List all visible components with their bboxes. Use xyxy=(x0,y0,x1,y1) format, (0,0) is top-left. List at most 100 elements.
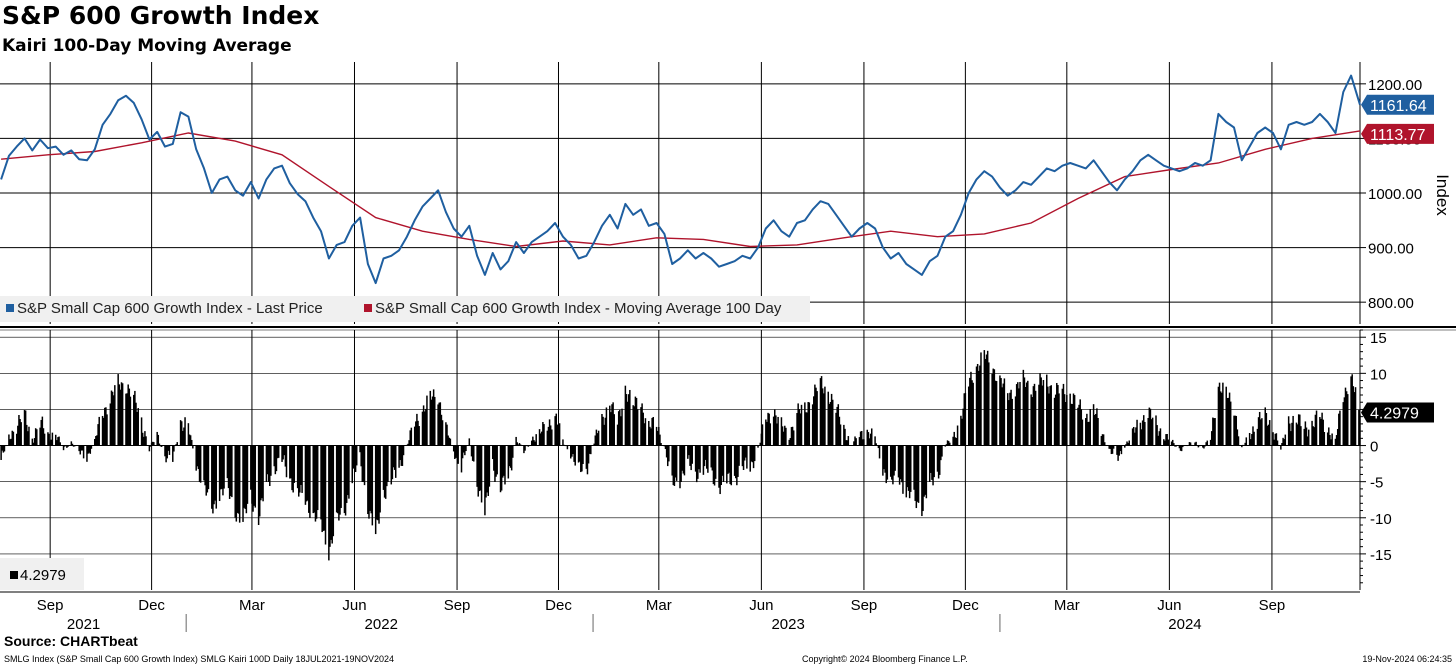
kairi-bar xyxy=(305,445,308,502)
x-tick-label-month: Sep xyxy=(444,597,471,614)
kairi-bar xyxy=(251,445,253,504)
legend-kairi-swatch xyxy=(10,571,18,579)
kairi-bar xyxy=(298,445,300,497)
kairi-bar xyxy=(374,445,377,535)
kairi-bar xyxy=(335,445,338,513)
kairi-bar xyxy=(199,445,202,483)
kairi-bar xyxy=(165,445,167,463)
kairi-bar xyxy=(1135,427,1137,446)
kairi-bar xyxy=(1144,421,1146,446)
kairi-bar xyxy=(1048,393,1050,446)
kairi-bar xyxy=(1204,445,1206,447)
kairi-bar xyxy=(1,445,3,451)
kairi-bar xyxy=(741,445,744,467)
kairi-bar xyxy=(503,445,505,476)
kairi-bar xyxy=(125,393,127,446)
kairi-bar xyxy=(625,394,628,446)
kairi-bar xyxy=(1303,428,1306,446)
kairi-bar xyxy=(1256,428,1259,446)
kairi-bar xyxy=(823,393,825,446)
kairi-bar xyxy=(391,445,394,480)
kairi-bar xyxy=(66,445,68,448)
kairi-bar xyxy=(1321,412,1323,446)
y-tick-label-kairi: -10 xyxy=(1370,511,1392,528)
kairi-bar xyxy=(127,384,129,446)
kairi-bar xyxy=(71,443,74,446)
kairi-bar xyxy=(845,440,847,446)
kairi-bar xyxy=(431,396,434,446)
kairi-bar xyxy=(1047,386,1049,446)
kairi-bar xyxy=(835,412,837,446)
kairi-bar xyxy=(144,431,146,446)
kairi-bar xyxy=(86,445,88,462)
kairi-bars xyxy=(0,350,1361,561)
kairi-bar xyxy=(407,443,409,446)
kairi-bar xyxy=(164,445,166,457)
kairi-bar xyxy=(863,439,865,446)
kairi-bar xyxy=(1097,417,1099,446)
kairi-bar xyxy=(281,445,283,462)
kairi-bar xyxy=(1171,439,1174,446)
kairi-bar xyxy=(387,445,389,482)
kairi-bar xyxy=(1244,442,1246,446)
kairi-bar xyxy=(760,433,763,446)
kairi-bar xyxy=(714,445,717,479)
kairi-bar xyxy=(737,445,739,477)
kairi-bar xyxy=(565,445,568,447)
kairi-bar xyxy=(995,381,998,446)
kairi-bar xyxy=(941,445,943,457)
kairi-bar xyxy=(800,404,803,446)
kairi-bar xyxy=(1314,414,1317,446)
kairi-bar xyxy=(491,445,494,460)
kairi-bar xyxy=(679,445,681,489)
kairi-bar xyxy=(117,374,119,446)
kairi-bar xyxy=(410,427,413,446)
kairi-bar xyxy=(656,430,659,446)
kairi-bar xyxy=(1126,441,1128,446)
kairi-bar xyxy=(332,445,335,537)
kairi-bar xyxy=(1024,387,1027,446)
kairi-bar xyxy=(289,445,291,479)
kairi-bar xyxy=(1284,434,1287,446)
kairi-bar xyxy=(12,431,15,446)
kairi-bar xyxy=(399,445,401,461)
kairi-bar xyxy=(969,377,971,446)
kairi-bar xyxy=(422,405,425,446)
kairi-bar xyxy=(292,445,294,493)
kairi-bar xyxy=(1217,386,1220,446)
kairi-bar xyxy=(706,445,708,469)
kairi-bar xyxy=(893,445,895,476)
kairi-bar xyxy=(120,382,123,446)
kairi-bar xyxy=(1112,445,1115,449)
kairi-bar xyxy=(90,445,93,449)
kairi-bar xyxy=(1134,432,1136,446)
kairi-bar xyxy=(1132,426,1135,446)
kairi-bar xyxy=(3,445,6,452)
kairi-bar xyxy=(382,445,385,490)
kairi-bar xyxy=(1243,445,1245,446)
kairi-bar xyxy=(956,425,959,446)
kairi-bar xyxy=(134,390,136,446)
kairi-bar xyxy=(266,445,269,475)
kairi-bar xyxy=(1221,392,1223,446)
kairi-bar xyxy=(1236,429,1239,446)
kairi-bar xyxy=(1000,378,1002,446)
kairi-bar xyxy=(557,428,560,446)
kairi-bar xyxy=(566,445,569,450)
kairi-bar xyxy=(273,445,275,467)
kairi-bar xyxy=(126,393,128,446)
kairi-bar xyxy=(477,445,479,497)
kairi-bar xyxy=(925,445,928,499)
kairi-bar xyxy=(829,402,832,446)
kairi-bar xyxy=(51,432,54,446)
kairi-bar xyxy=(432,389,435,446)
kairi-bar xyxy=(673,445,676,486)
kairi-bar xyxy=(26,424,28,446)
kairi-bar xyxy=(988,362,990,446)
kairi-bar xyxy=(41,416,44,446)
kairi-bar xyxy=(269,445,271,487)
kairi-bar xyxy=(175,444,177,446)
kairi-bar xyxy=(691,445,694,464)
kairi-bar xyxy=(882,445,884,476)
y-tick-label-kairi: 15 xyxy=(1370,330,1387,347)
